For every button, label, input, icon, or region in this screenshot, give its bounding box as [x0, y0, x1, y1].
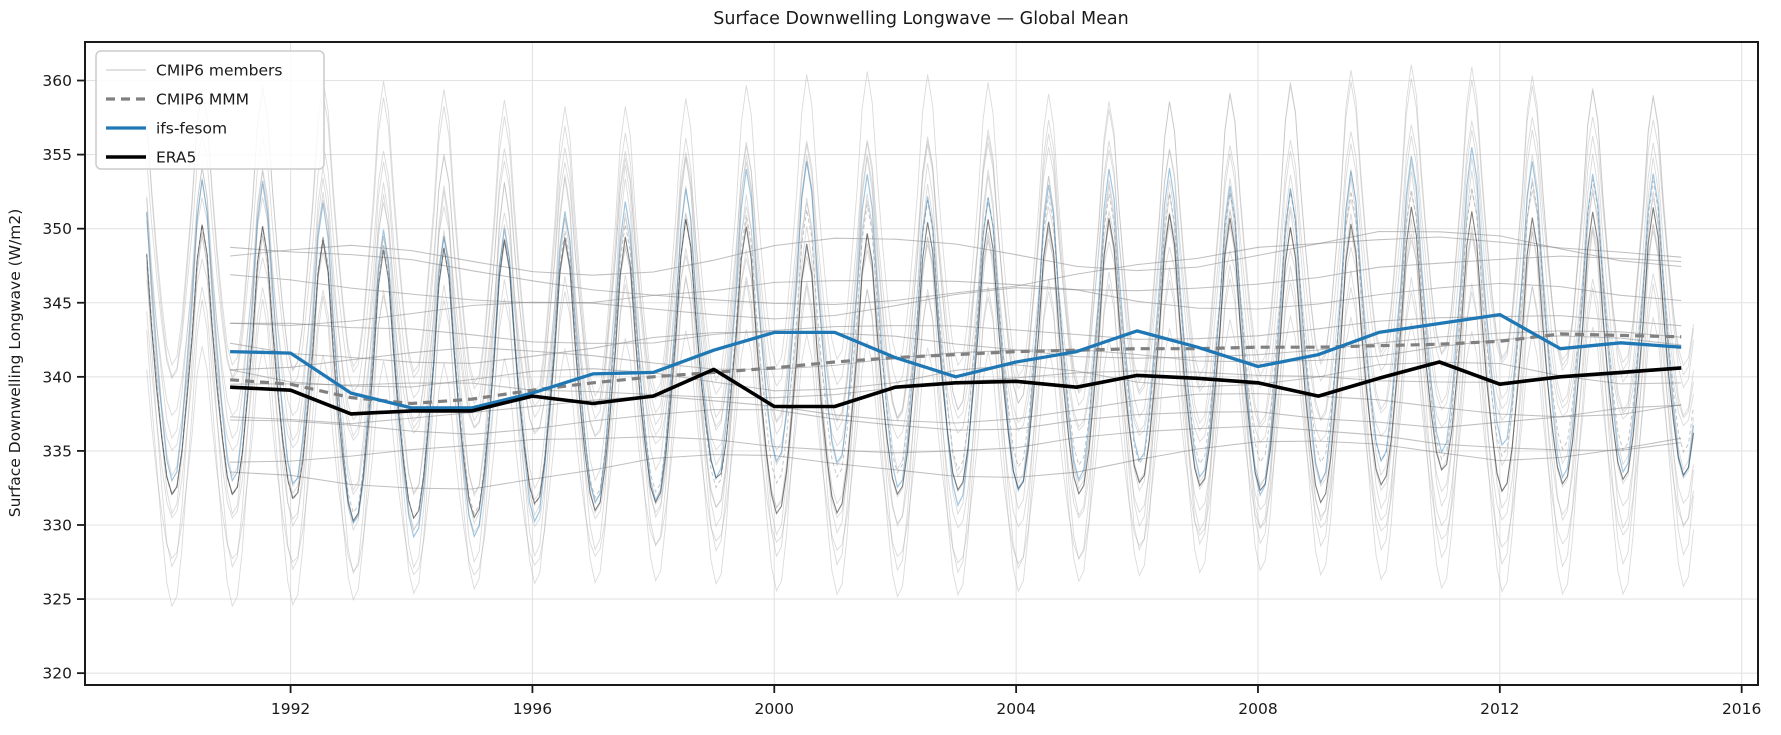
y-tick-label: 330 — [42, 516, 72, 534]
cmip6-member-monthly-line — [146, 315, 1694, 576]
y-tick-label: 325 — [42, 591, 72, 609]
x-tick-label: 1996 — [513, 700, 552, 718]
data-series — [146, 64, 1695, 608]
cmip6-member-annual-line — [230, 425, 1682, 463]
legend-label: ERA5 — [156, 149, 196, 167]
x-tick-label: 2012 — [1480, 700, 1519, 718]
legend-item-cmip6-members: CMIP6 members — [106, 62, 282, 80]
cmip6-member-annual-line — [230, 230, 1682, 276]
ifs-fesom-line — [230, 312, 1682, 410]
cmip6-member-annual-line — [230, 335, 1682, 371]
legend-label: CMIP6 members — [156, 62, 282, 80]
x-tick-label: 1992 — [271, 700, 310, 718]
y-axis-label: Surface Downwelling Longwave (W/m2) — [6, 209, 24, 518]
cmip6-member-monthly-line — [146, 153, 1694, 497]
legend-item-cmip6-mmm: CMIP6 MMM — [106, 91, 249, 109]
cmip6-member-monthly-line — [146, 209, 1694, 575]
cmip6-member-annual-line — [230, 437, 1682, 490]
x-tick-label: 2000 — [755, 700, 794, 718]
cmip6-member-annual-line — [230, 255, 1682, 304]
cmip6-member-monthly-line — [146, 78, 1694, 423]
era5-monthly-line — [146, 206, 1695, 523]
cmip6-member-annual-line — [230, 404, 1682, 435]
legend-item-ifs-fesom: ifs-fesom — [106, 120, 227, 138]
y-tick-label: 350 — [42, 220, 72, 238]
y-tick-label: 355 — [42, 146, 72, 164]
legend: CMIP6 members CMIP6 MMM ifs-fesom ERA5 — [95, 50, 325, 170]
x-tick-label: 2008 — [1238, 700, 1277, 718]
cmip6-member-monthly-line — [146, 129, 1694, 442]
x-tick-label: 2004 — [996, 700, 1035, 718]
chart-title: Surface Downwelling Longwave — Global Me… — [713, 9, 1128, 29]
legend-label: ifs-fesom — [156, 120, 227, 138]
y-tick-label: 320 — [42, 665, 72, 683]
axis-ticks: 320 325 330 335 340 345 350 355 360 1992 1996 2000 2… — [42, 72, 1761, 718]
y-tick-label: 335 — [42, 442, 72, 460]
plot-frame — [84, 41, 1759, 686]
era5-line — [230, 360, 1682, 416]
y-tick-label: 360 — [42, 72, 72, 90]
cmip6-member-annual-line — [230, 236, 1682, 306]
y-tick-label: 345 — [42, 294, 72, 312]
cmip6-mmm-line — [229, 332, 1682, 406]
y-tick-label: 340 — [42, 368, 72, 386]
legend-item-era5: ERA5 — [106, 149, 196, 167]
cmip6-member-monthly-line — [146, 190, 1694, 437]
cmip6-member-annual-line — [230, 282, 1682, 327]
x-tick-label: 2016 — [1722, 700, 1761, 718]
cmip6-member-annual-line — [230, 330, 1682, 364]
legend-label: CMIP6 MMM — [156, 91, 249, 109]
cmip6-member-annual-line — [230, 315, 1682, 344]
cmip6-member-monthly-line — [146, 170, 1694, 537]
cmip6-member-monthly-line — [146, 116, 1694, 408]
ifs-fesom-monthly-line — [146, 147, 1695, 539]
legend-box — [95, 50, 325, 170]
